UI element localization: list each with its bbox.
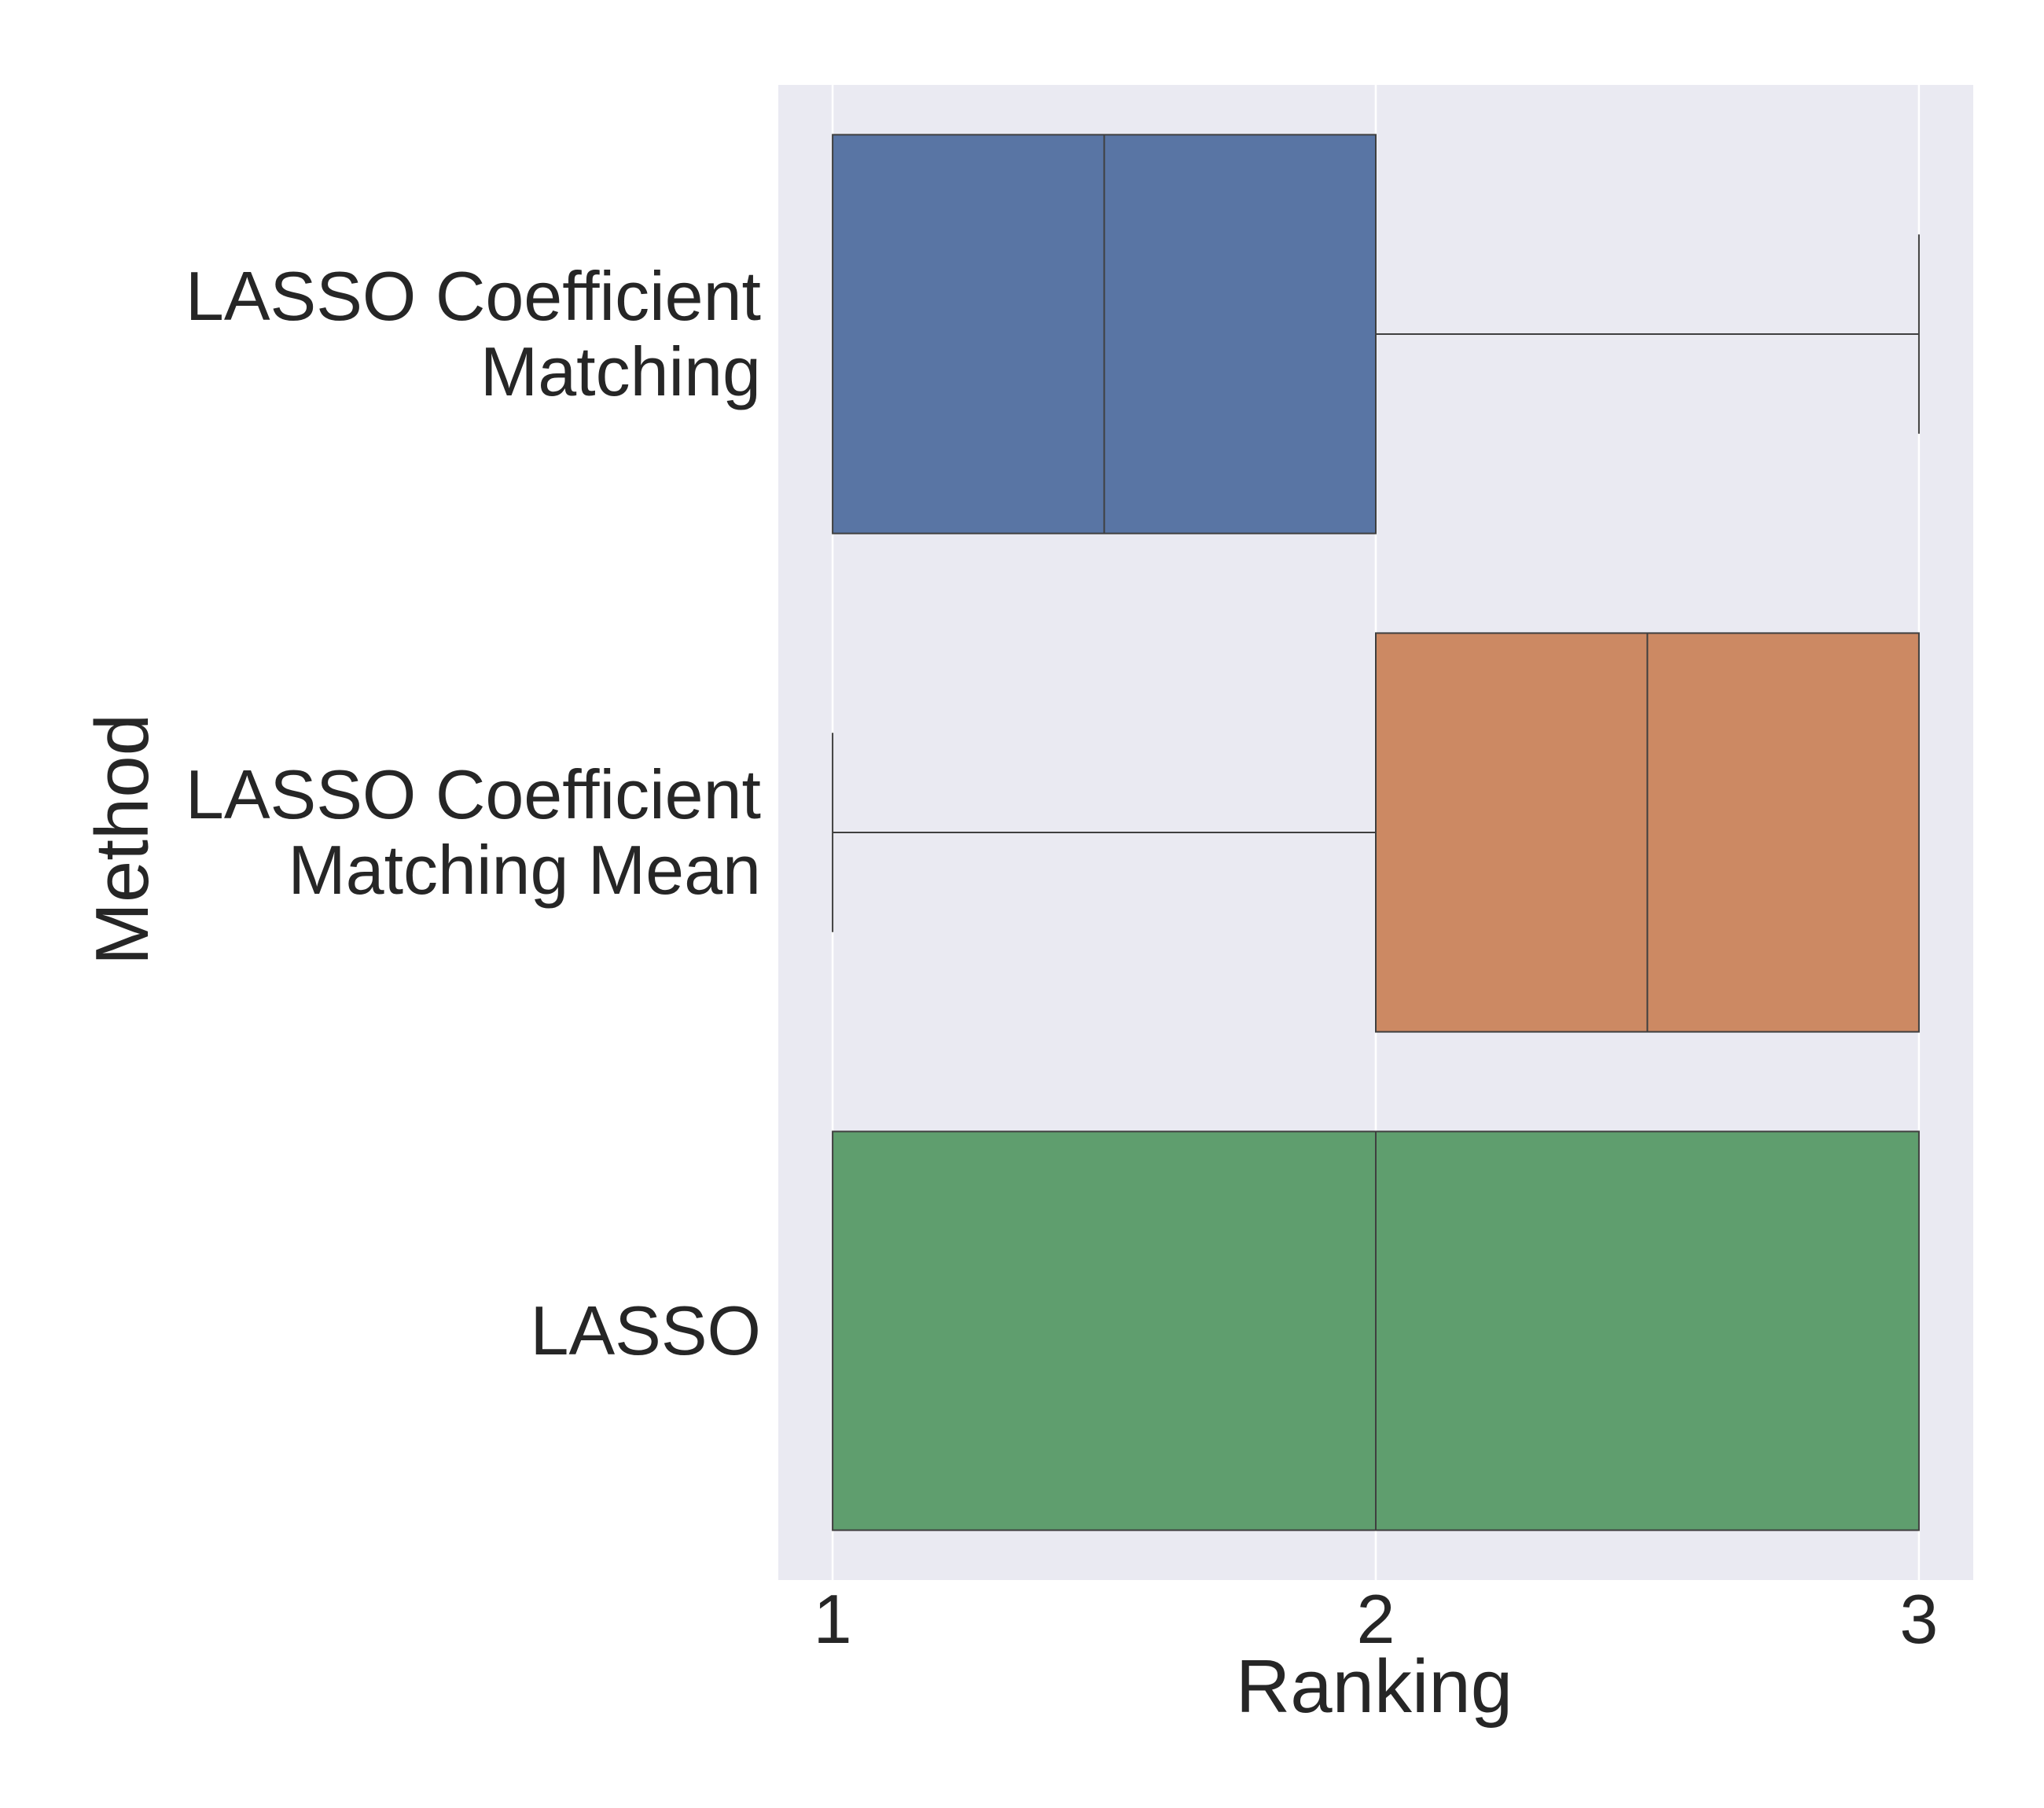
x-tick-label-1: 1 bbox=[814, 1580, 852, 1658]
x-tick-labels: 1 2 3 bbox=[814, 1580, 1939, 1658]
y-category-label-1: LASSO Coefficient Matching Mean bbox=[186, 755, 761, 909]
y-category-label-line: Matching Mean bbox=[288, 831, 761, 909]
y-axis-title: Method bbox=[80, 714, 164, 965]
x-axis-title: Ranking bbox=[1236, 1644, 1513, 1729]
boxes bbox=[832, 134, 1920, 1531]
y-category-label-line: LASSO Coefficient bbox=[186, 755, 761, 833]
x-tick-label-3: 3 bbox=[1899, 1580, 1938, 1658]
x-tick-label-2: 2 bbox=[1357, 1580, 1395, 1658]
box-group-0 bbox=[832, 134, 1920, 535]
y-category-label-line: Matching bbox=[480, 333, 761, 410]
y-category-label-line: LASSO bbox=[531, 1292, 761, 1369]
box-group-1 bbox=[832, 632, 1920, 1033]
y-category-label-2: LASSO bbox=[531, 1292, 761, 1369]
y-category-label-0: LASSO Coefficient Matching bbox=[186, 257, 761, 410]
y-category-label-line: LASSO Coefficient bbox=[186, 257, 761, 335]
box-group-2 bbox=[832, 1130, 1920, 1531]
